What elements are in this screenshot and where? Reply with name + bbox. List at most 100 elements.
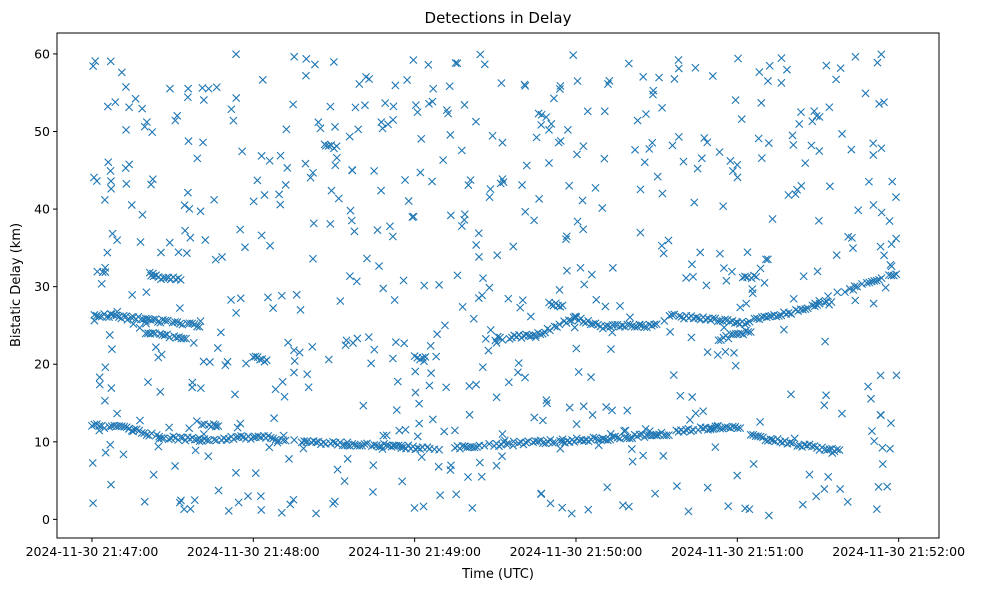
detection-marker bbox=[265, 156, 274, 165]
detection-marker bbox=[195, 437, 204, 446]
detection-marker bbox=[266, 433, 275, 442]
detection-marker bbox=[652, 320, 661, 329]
y-axis-ticks: 0 10 20 30 40 50 60 bbox=[34, 46, 57, 527]
detection-marker bbox=[578, 196, 587, 205]
detection-marker bbox=[485, 439, 494, 448]
detection-marker bbox=[171, 461, 180, 470]
detection-marker bbox=[555, 285, 564, 294]
detection-marker bbox=[496, 179, 505, 188]
detection-marker bbox=[731, 361, 740, 370]
detection-marker bbox=[153, 318, 162, 327]
detection-marker bbox=[877, 274, 886, 283]
detection-marker bbox=[464, 181, 473, 190]
detection-marker bbox=[721, 347, 730, 356]
detection-marker bbox=[756, 432, 765, 441]
detection-marker bbox=[875, 99, 884, 108]
detection-marker bbox=[105, 331, 114, 340]
detection-marker bbox=[415, 399, 424, 408]
detection-marker bbox=[236, 419, 245, 428]
detection-marker bbox=[378, 124, 387, 133]
detection-marker bbox=[140, 497, 149, 506]
detection-marker bbox=[651, 489, 660, 498]
detection-marker bbox=[522, 330, 531, 339]
detection-marker bbox=[763, 255, 772, 264]
detection-marker bbox=[138, 210, 147, 219]
detection-marker bbox=[370, 345, 379, 354]
detection-marker bbox=[757, 154, 766, 163]
detection-marker bbox=[679, 157, 688, 166]
detection-marker bbox=[316, 124, 325, 133]
detection-marker bbox=[190, 435, 199, 444]
detection-marker bbox=[258, 75, 267, 84]
detection-marker bbox=[106, 310, 115, 318]
detection-marker bbox=[572, 150, 581, 159]
detection-marker bbox=[285, 454, 293, 463]
detection-marker bbox=[390, 296, 399, 305]
detection-marker bbox=[471, 117, 480, 126]
detection-marker bbox=[276, 200, 285, 209]
detection-marker bbox=[558, 301, 567, 310]
x-tick-label: 2024-11-30 21:47:00 bbox=[26, 544, 159, 559]
detection-marker bbox=[687, 260, 696, 269]
detection-marker bbox=[223, 357, 232, 366]
detection-marker bbox=[477, 472, 486, 481]
detection-marker bbox=[887, 240, 896, 249]
detection-marker bbox=[832, 75, 841, 84]
detection-marker bbox=[598, 204, 607, 213]
detection-marker bbox=[409, 212, 418, 221]
detection-marker bbox=[427, 369, 436, 378]
detection-marker bbox=[127, 200, 136, 209]
detection-marker bbox=[290, 357, 299, 365]
detection-marker bbox=[354, 125, 363, 134]
detection-marker bbox=[657, 241, 666, 250]
detection-marker bbox=[425, 381, 434, 390]
detection-marker bbox=[867, 427, 876, 436]
detection-marker bbox=[625, 320, 634, 329]
detection-marker bbox=[420, 281, 429, 290]
detection-marker bbox=[724, 334, 733, 343]
detection-marker bbox=[567, 509, 576, 518]
detection-marker bbox=[713, 350, 722, 359]
detection-marker bbox=[192, 417, 201, 426]
detection-marker bbox=[789, 140, 798, 149]
detection-marker bbox=[101, 448, 110, 457]
detection-marker bbox=[639, 451, 648, 460]
detection-marker bbox=[824, 472, 833, 481]
detection-marker bbox=[572, 344, 581, 353]
detection-marker bbox=[827, 297, 836, 306]
detection-marker bbox=[564, 316, 573, 325]
detection-marker bbox=[244, 492, 253, 501]
detection-marker bbox=[546, 499, 555, 508]
detection-marker bbox=[754, 432, 763, 441]
detection-marker bbox=[186, 504, 195, 513]
detection-marker bbox=[849, 244, 857, 253]
detection-marker bbox=[480, 441, 489, 450]
detection-marker bbox=[100, 424, 109, 433]
detection-marker bbox=[90, 316, 99, 325]
detection-marker bbox=[362, 439, 371, 448]
detection-marker bbox=[273, 438, 282, 447]
detection-marker bbox=[111, 98, 120, 107]
detection-marker bbox=[440, 427, 449, 436]
detection-marker bbox=[733, 471, 742, 480]
detection-marker bbox=[424, 60, 433, 69]
detection-marker bbox=[107, 184, 116, 193]
detection-marker bbox=[880, 251, 889, 260]
detection-marker bbox=[362, 254, 371, 263]
detection-marker bbox=[372, 441, 381, 450]
detection-marker bbox=[172, 333, 181, 342]
detection-marker bbox=[460, 100, 469, 109]
detection-marker bbox=[621, 426, 630, 435]
detection-marker bbox=[522, 161, 531, 170]
detection-marker bbox=[472, 380, 481, 389]
detection-marker bbox=[229, 116, 238, 125]
detection-marker bbox=[106, 166, 115, 175]
detection-marker bbox=[301, 71, 310, 80]
detection-marker bbox=[377, 118, 386, 127]
detection-marker bbox=[360, 440, 369, 449]
detection-marker bbox=[755, 68, 764, 77]
detection-marker bbox=[805, 470, 814, 479]
detection-marker bbox=[201, 236, 210, 245]
detection-marker bbox=[266, 241, 275, 250]
detection-marker bbox=[279, 431, 288, 440]
